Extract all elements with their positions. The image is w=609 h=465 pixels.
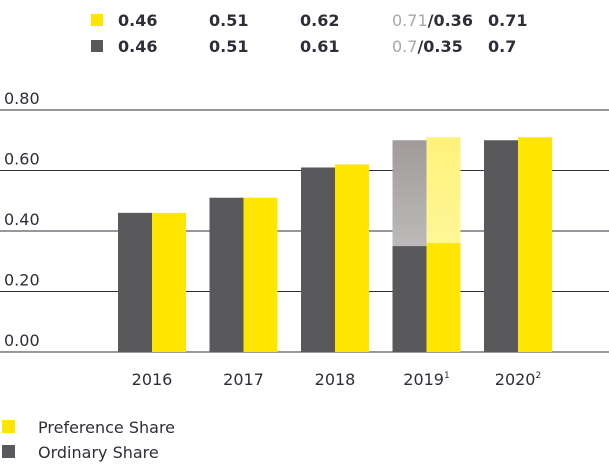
value-label-value: 0.35 [423, 37, 462, 56]
value-label: 0.51 [209, 11, 248, 30]
bar [118, 212, 152, 352]
bar [152, 212, 186, 352]
bar [243, 197, 278, 352]
x-tick-label: 2017 [223, 370, 264, 389]
x-tick-label: 20191 [403, 370, 449, 389]
value-label-value: 0.61 [300, 37, 339, 56]
value-label: 0.51 [209, 37, 248, 56]
value-label-value: 0.51 [209, 11, 248, 30]
bar [518, 137, 552, 352]
y-tick-label: 0.00 [4, 331, 40, 350]
legend-marker [91, 14, 103, 26]
category: 2019 [403, 370, 444, 389]
x-tick-label: 20202 [495, 370, 541, 389]
value-label-value: 0.46 [118, 11, 157, 30]
separator: / [417, 37, 423, 56]
bar [335, 164, 369, 352]
bar [426, 243, 461, 352]
value-label-value: 0.46 [118, 37, 157, 56]
bar [484, 140, 518, 352]
value-label: 0.46 [118, 11, 157, 30]
category: 2020 [495, 370, 536, 389]
legend-marker [2, 445, 15, 458]
value-label-upper: 0.7 [392, 37, 417, 56]
value-label-upper: 0.71 [392, 11, 428, 30]
value-label: 0.62 [300, 11, 339, 30]
footnote-mark: 2 [535, 371, 541, 381]
value-label: 0.46 [118, 37, 157, 56]
x-tick-label: 2018 [315, 370, 356, 389]
footnote-mark: 1 [444, 371, 450, 381]
separator: / [428, 11, 434, 30]
legend-marker [2, 420, 15, 433]
value-label: 0.61 [300, 37, 339, 56]
value-label: 0.7/0.35 [392, 37, 463, 56]
y-tick-label: 0.80 [4, 89, 40, 108]
category: 2017 [223, 370, 264, 389]
category: 2016 [132, 370, 173, 389]
bar [209, 197, 244, 352]
value-label: 0.7 [488, 37, 516, 56]
legend-label: Preference Share [38, 418, 175, 437]
value-label: 0.71/0.36 [392, 11, 473, 30]
value-label: 0.71 [488, 11, 527, 30]
category: 2018 [315, 370, 356, 389]
bar [392, 246, 427, 352]
x-tick-label: 2016 [132, 370, 173, 389]
legend-label: Ordinary Share [38, 443, 159, 462]
y-tick-label: 0.60 [4, 150, 40, 169]
value-label-value: 0.7 [488, 37, 516, 56]
y-tick-label: 0.20 [4, 271, 40, 290]
value-label-value: 0.71 [488, 11, 527, 30]
legend-marker [91, 40, 103, 52]
value-label-value: 0.62 [300, 11, 339, 30]
y-tick-label: 0.40 [4, 210, 40, 229]
value-label-value: 0.51 [209, 37, 248, 56]
value-label-value: 0.36 [433, 11, 472, 30]
bar [301, 167, 335, 352]
